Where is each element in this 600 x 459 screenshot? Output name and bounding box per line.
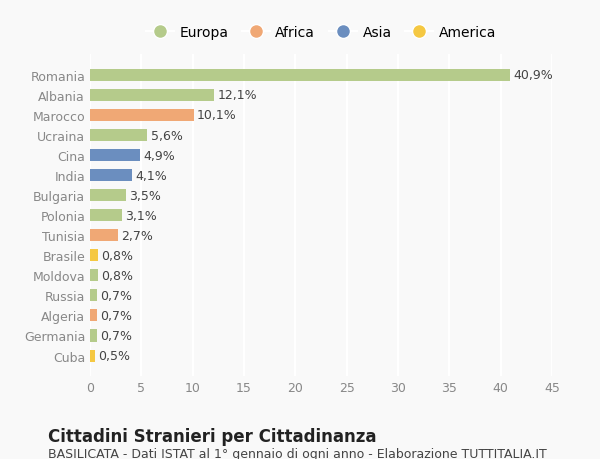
Text: Cittadini Stranieri per Cittadinanza: Cittadini Stranieri per Cittadinanza	[48, 427, 377, 445]
Bar	[90, 210, 122, 222]
Text: 3,1%: 3,1%	[125, 209, 157, 222]
Bar	[90, 350, 95, 362]
Bar	[90, 310, 97, 322]
Bar	[90, 150, 140, 162]
Legend: Europa, Africa, Asia, America: Europa, Africa, Asia, America	[140, 20, 502, 45]
Bar	[90, 230, 118, 242]
Text: 0,8%: 0,8%	[101, 249, 133, 262]
Bar	[90, 170, 132, 182]
Bar	[90, 270, 98, 282]
Text: 3,5%: 3,5%	[129, 189, 161, 202]
Text: 4,9%: 4,9%	[143, 149, 175, 162]
Bar	[90, 290, 97, 302]
Bar	[90, 70, 510, 82]
Text: 2,7%: 2,7%	[121, 229, 152, 242]
Text: 0,7%: 0,7%	[100, 329, 132, 342]
Bar	[90, 90, 214, 102]
Text: 12,1%: 12,1%	[217, 89, 257, 102]
Text: 5,6%: 5,6%	[151, 129, 182, 142]
Text: 0,7%: 0,7%	[100, 309, 132, 322]
Bar	[90, 190, 126, 202]
Text: 0,8%: 0,8%	[101, 269, 133, 282]
Text: 10,1%: 10,1%	[197, 109, 236, 122]
Bar	[90, 330, 97, 342]
Text: 0,5%: 0,5%	[98, 349, 130, 362]
Bar	[90, 250, 98, 262]
Text: 4,1%: 4,1%	[135, 169, 167, 182]
Text: 0,7%: 0,7%	[100, 289, 132, 302]
Text: BASILICATA - Dati ISTAT al 1° gennaio di ogni anno - Elaborazione TUTTITALIA.IT: BASILICATA - Dati ISTAT al 1° gennaio di…	[48, 448, 547, 459]
Bar	[90, 110, 194, 122]
Text: 40,9%: 40,9%	[513, 69, 553, 82]
Bar	[90, 130, 148, 142]
